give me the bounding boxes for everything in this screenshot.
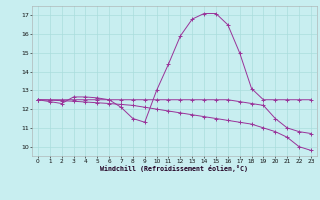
X-axis label: Windchill (Refroidissement éolien,°C): Windchill (Refroidissement éolien,°C) — [100, 165, 248, 172]
